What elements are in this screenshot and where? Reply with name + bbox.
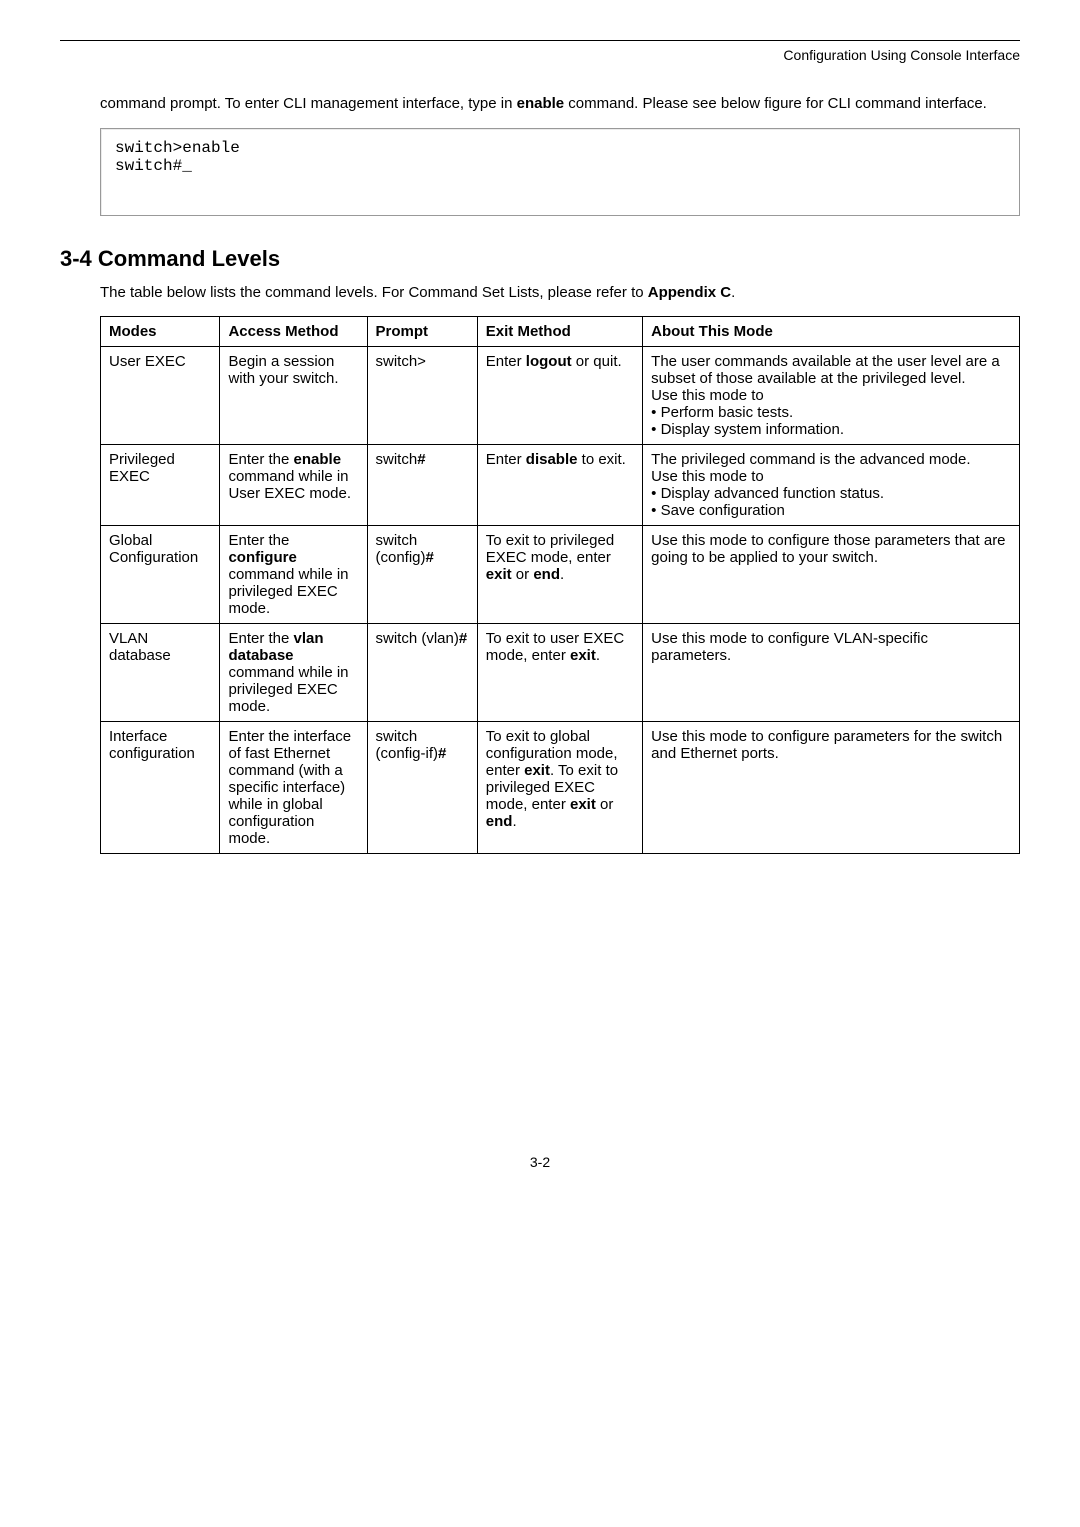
intro-text-1: command prompt. To enter CLI management … <box>100 95 517 112</box>
cell-prompt: switch> <box>367 347 477 445</box>
cell-about: The privileged command is the advanced m… <box>643 445 1020 526</box>
access-text-2: command while in privileged EXEC mode. <box>228 664 348 715</box>
table-row: Interface configuration Enter the interf… <box>101 722 1020 854</box>
cell-prompt: switch (config-if)# <box>367 722 477 854</box>
section-heading: 3-4 Command Levels <box>60 246 1020 272</box>
exit-text-2: or quit. <box>572 353 622 370</box>
access-text-2: command while in privileged EXEC mode. <box>228 566 348 617</box>
cell-modes: User EXEC <box>101 347 220 445</box>
table-row: Global Configuration Enter the configure… <box>101 526 1020 624</box>
exit-bold-2: end <box>533 566 560 583</box>
about-line: The user commands available at the user … <box>651 353 1011 387</box>
exit-bold-3: end <box>486 813 513 830</box>
cell-exit: Enter logout or quit. <box>477 347 642 445</box>
access-text-1: Enter the <box>228 451 293 468</box>
table-intro-bold: Appendix C <box>648 284 731 301</box>
th-about: About This Mode <box>643 317 1020 347</box>
intro-paragraph: command prompt. To enter CLI management … <box>100 93 1020 116</box>
prompt-hash: # <box>426 549 434 566</box>
cell-modes: VLAN database <box>101 624 220 722</box>
access-text-1: Enter the <box>228 630 293 647</box>
console-line-2: switch#_ <box>115 157 192 175</box>
section-title: Command Levels <box>92 246 280 271</box>
header-rule <box>60 40 1020 41</box>
table-intro-1: The table below lists the command levels… <box>100 284 648 301</box>
prompt-text: switch <box>376 451 418 468</box>
about-line: • Perform basic tests. <box>651 404 1011 421</box>
table-intro-2: . <box>731 284 735 301</box>
exit-bold-1: logout <box>526 353 572 370</box>
exit-text-1: To exit to privileged EXEC mode, enter <box>486 532 614 566</box>
th-modes: Modes <box>101 317 220 347</box>
exit-text-3: . <box>560 566 564 583</box>
access-bold-1: enable <box>294 451 342 468</box>
cell-about: Use this mode to configure those paramet… <box>643 526 1020 624</box>
exit-bold-1: exit <box>486 566 512 583</box>
cell-prompt: switch (config)# <box>367 526 477 624</box>
cell-exit: To exit to global configuration mode, en… <box>477 722 642 854</box>
page-number: 3-2 <box>60 1154 1020 1170</box>
intro-bold-enable: enable <box>517 95 565 112</box>
exit-text-1: Enter <box>486 353 526 370</box>
about-line: Use this mode to <box>651 468 1011 485</box>
exit-text-2: to exit. <box>577 451 625 468</box>
exit-bold-2: exit <box>570 796 596 813</box>
cell-access: Begin a session with your switch. <box>220 347 367 445</box>
cell-access: Enter the enable command while in User E… <box>220 445 367 526</box>
cell-exit: To exit to user EXEC mode, enter exit. <box>477 624 642 722</box>
command-levels-table: Modes Access Method Prompt Exit Method A… <box>100 316 1020 854</box>
th-access: Access Method <box>220 317 367 347</box>
about-line: Use this mode to <box>651 387 1011 404</box>
exit-text-1: Enter <box>486 451 526 468</box>
exit-text-1: To exit to user EXEC mode, enter <box>486 630 624 664</box>
table-intro: The table below lists the command levels… <box>100 282 1020 305</box>
cell-modes: Privileged EXEC <box>101 445 220 526</box>
cell-prompt: switch (vlan)# <box>367 624 477 722</box>
exit-text-4: . <box>512 813 516 830</box>
about-line: The privileged command is the advanced m… <box>651 451 1011 468</box>
th-prompt: Prompt <box>367 317 477 347</box>
cell-exit: To exit to privileged EXEC mode, enter e… <box>477 526 642 624</box>
about-line: • Save configuration <box>651 502 1011 519</box>
exit-bold-1: disable <box>526 451 578 468</box>
intro-text-2: command. Please see below figure for CLI… <box>564 95 987 112</box>
exit-bold-1: exit <box>570 647 596 664</box>
prompt-text: switch (vlan) <box>376 630 459 647</box>
cell-about: Use this mode to configure VLAN-specific… <box>643 624 1020 722</box>
console-output-box: switch>enable switch#_ <box>100 128 1020 216</box>
access-text-1: Enter the <box>228 532 289 549</box>
cell-modes: Global Configuration <box>101 526 220 624</box>
prompt-hash: # <box>438 745 446 762</box>
table-header-row: Modes Access Method Prompt Exit Method A… <box>101 317 1020 347</box>
cell-exit: Enter disable to exit. <box>477 445 642 526</box>
cell-access: Enter the interface of fast Ethernet com… <box>220 722 367 854</box>
prompt-text: switch (config) <box>376 532 426 566</box>
th-exit: Exit Method <box>477 317 642 347</box>
table-row: Privileged EXEC Enter the enable command… <box>101 445 1020 526</box>
prompt-hash: # <box>417 451 425 468</box>
about-line: • Display system information. <box>651 421 1011 438</box>
cell-about: The user commands available at the user … <box>643 347 1020 445</box>
cell-modes: Interface configuration <box>101 722 220 854</box>
cell-about: Use this mode to configure parameters fo… <box>643 722 1020 854</box>
access-bold-1: configure <box>228 549 296 566</box>
cell-prompt: switch# <box>367 445 477 526</box>
prompt-hash: # <box>459 630 467 647</box>
table-row: User EXEC Begin a session with your swit… <box>101 347 1020 445</box>
prompt-text: switch (config-if) <box>376 728 439 762</box>
exit-text-2: or <box>512 566 534 583</box>
console-line-1: switch>enable <box>115 139 240 157</box>
header-right-text: Configuration Using Console Interface <box>60 47 1020 63</box>
section-number: 3-4 <box>60 246 92 271</box>
cell-access: Enter the vlan database command while in… <box>220 624 367 722</box>
cell-access: Enter the configure command while in pri… <box>220 526 367 624</box>
exit-text-3: or <box>596 796 614 813</box>
access-text-2: command while in User EXEC mode. <box>228 468 351 502</box>
about-line: • Display advanced function status. <box>651 485 1011 502</box>
exit-text-2: . <box>596 647 600 664</box>
table-row: VLAN database Enter the vlan database co… <box>101 624 1020 722</box>
exit-bold-1: exit <box>524 762 550 779</box>
